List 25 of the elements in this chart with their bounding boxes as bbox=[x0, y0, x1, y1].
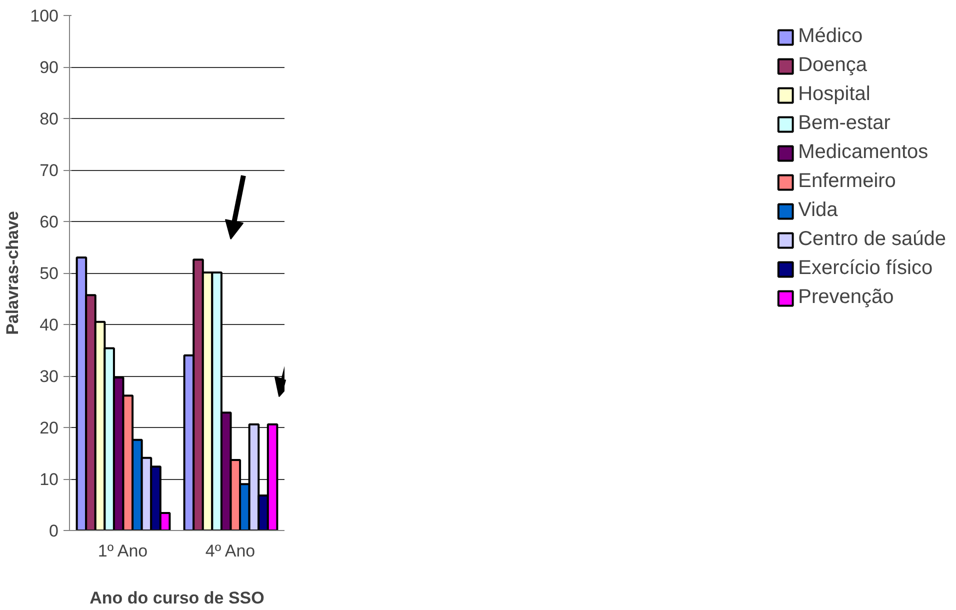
y-axis-title: Palavras-chave bbox=[3, 211, 22, 335]
legend-label: Vida bbox=[798, 199, 838, 222]
y-tick-label: 40 bbox=[40, 316, 59, 334]
y-tick-label: 30 bbox=[40, 367, 59, 386]
y-tick-label: 0 bbox=[49, 522, 59, 540]
legend-label: Doença bbox=[798, 54, 868, 77]
y-tick-label: 80 bbox=[40, 110, 59, 128]
y-tick-label: 10 bbox=[40, 470, 59, 489]
x-tick-label: 4º Ano bbox=[205, 542, 256, 560]
legend-label: Bem-estar bbox=[798, 112, 890, 135]
legend-label: Médico bbox=[798, 25, 863, 48]
x-tick-label: 1º Ano bbox=[98, 542, 148, 560]
legend-label: Centro de saúde bbox=[798, 228, 946, 251]
x-axis-title: Ano do curso de SSO bbox=[90, 588, 264, 608]
legend-label: Exercício físico bbox=[798, 257, 933, 280]
legend-label: Medicamentos bbox=[798, 141, 928, 164]
y-tick-label: 60 bbox=[40, 212, 59, 232]
y-tick-label: 90 bbox=[40, 58, 59, 77]
y-tick-label: 20 bbox=[40, 418, 59, 438]
y-tick-label: 50 bbox=[40, 264, 59, 283]
y-tick-label: 70 bbox=[40, 161, 59, 180]
legend-label: Hospital bbox=[798, 83, 870, 106]
legend-label: Prevenção bbox=[798, 286, 894, 309]
y-tick-label: 100 bbox=[30, 6, 59, 26]
legend-label: Enfermeiro bbox=[798, 170, 896, 193]
